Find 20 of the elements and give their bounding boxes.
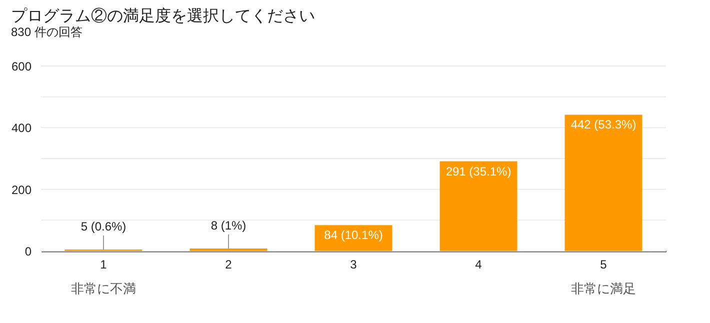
data-label: 5 (0.6%) bbox=[80, 219, 126, 234]
bar bbox=[564, 114, 642, 251]
bar bbox=[440, 161, 518, 251]
y-tick-label: 400 bbox=[11, 121, 32, 136]
x-tick-label: 5 bbox=[600, 258, 608, 272]
y-tick-label: 0 bbox=[24, 244, 32, 258]
chart-subtitle: 830 件の回答 bbox=[10, 25, 82, 39]
text: 非常に不満 bbox=[71, 281, 136, 296]
data-label: 8 (1%) bbox=[210, 218, 246, 233]
data-label: 291 (35.1%) bbox=[446, 164, 512, 178]
chart-title: プログラム②の満足度を選択してください bbox=[10, 7, 315, 25]
y-tick-label: 600 bbox=[11, 60, 32, 74]
x-tick-label: 3 bbox=[350, 258, 358, 272]
data-label: 84 (10.1%) bbox=[324, 228, 383, 242]
x-tick-label: 1 bbox=[100, 258, 108, 272]
x-tick-label: 4 bbox=[475, 258, 482, 272]
y-tick-label: 200 bbox=[11, 182, 32, 197]
data-label: 442 (53.3%) bbox=[570, 118, 636, 132]
text: 非常に満足 bbox=[571, 281, 636, 296]
x-tick-label: 2 bbox=[225, 258, 232, 272]
